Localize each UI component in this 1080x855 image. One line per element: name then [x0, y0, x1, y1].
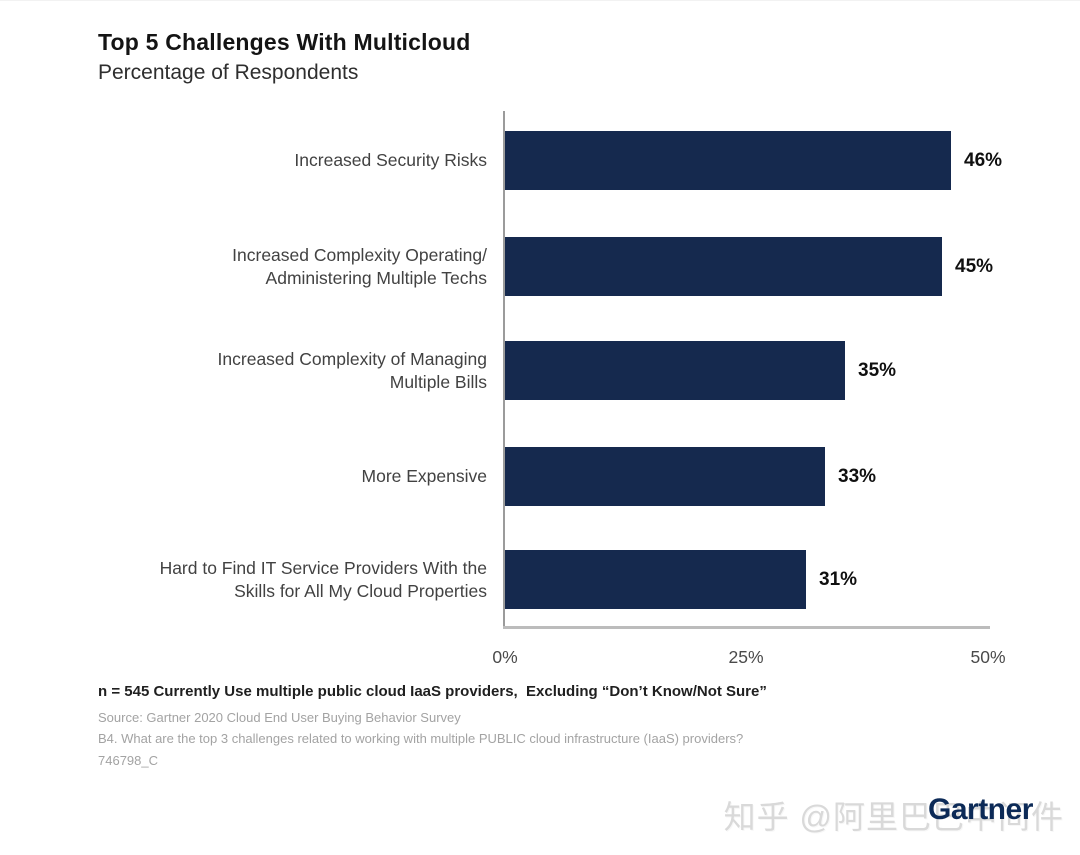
bar-track: 31% [505, 550, 1060, 609]
footnote-sample-size: n = 545 Currently Use multiple public cl… [98, 683, 767, 700]
bar-track: 46% [505, 131, 1060, 190]
gartner-logo: Gartner [928, 793, 1033, 826]
chart-title: Top 5 Challenges With Multicloud [98, 29, 471, 55]
bar-track: 45% [505, 237, 1060, 296]
zhihu-watermark: 知乎 @阿里巴巴中间件 [723, 799, 1064, 835]
footnote-question: B4. What are the top 3 challenges relate… [98, 731, 744, 746]
category-label: More Expensive [361, 466, 487, 486]
category-label: Increased Security Risks [294, 150, 487, 170]
chart-header: Top 5 Challenges With Multicloud Percent… [98, 29, 470, 85]
bar [505, 237, 942, 296]
value-label: 45% [955, 255, 994, 277]
bar-track: 35% [505, 341, 1060, 400]
value-label: 35% [858, 359, 897, 381]
bar-row-complexity-operating: Increased Complexity Operating/ Administ… [90, 237, 1060, 296]
value-label: 46% [964, 149, 1003, 171]
category-label: Hard to Find IT Service Providers With t… [159, 557, 487, 601]
bar-row-service-providers: Hard to Find IT Service Providers With t… [90, 550, 1060, 609]
bar [505, 447, 825, 506]
bar [505, 550, 806, 609]
bar-row-more-expensive: More Expensive 33% [90, 447, 1060, 506]
chart-subtitle: Percentage of Respondents [98, 61, 359, 84]
bar-row-security-risks: Increased Security Risks 46% [90, 131, 1060, 190]
value-label: 31% [819, 568, 858, 590]
bar-row-managing-bills: Increased Complexity of Managing Multipl… [90, 341, 1060, 400]
footnote-source: Source: Gartner 2020 Cloud End User Buyi… [98, 710, 461, 725]
footnote-doc-id: 746798_C [98, 753, 158, 768]
category-label: Increased Complexity Operating/ Administ… [232, 244, 487, 288]
x-tick-label: 50% [970, 647, 1006, 667]
category-label: Increased Complexity of Managing Multipl… [217, 348, 487, 392]
x-tick-label: 0% [492, 647, 518, 667]
value-label: 33% [838, 465, 877, 487]
y-axis [503, 111, 505, 628]
bar-track: 33% [505, 447, 1060, 506]
bar [505, 131, 951, 190]
bar [505, 341, 845, 400]
x-tick-label: 25% [728, 647, 764, 667]
x-axis [503, 626, 990, 629]
